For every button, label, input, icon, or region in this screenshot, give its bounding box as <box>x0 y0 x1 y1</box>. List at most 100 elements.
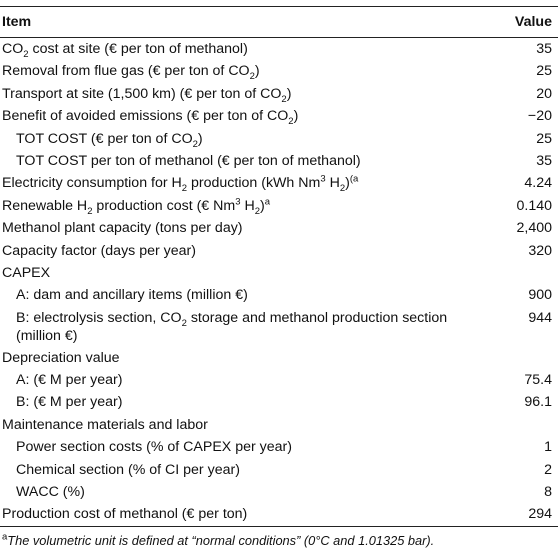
row-item-pre: Depreciation value <box>2 349 120 366</box>
row-item: TOT COST (€ per ton of CO2) <box>0 128 203 150</box>
row-item-sub: 2 <box>181 183 188 195</box>
row-item-pre: Methanol plant capacity (tons per day) <box>2 220 243 237</box>
row-item: Capacity factor (days per year) <box>0 240 196 262</box>
row-item-sub: 2 <box>281 93 287 105</box>
bottom-rule <box>0 525 558 527</box>
table-row: CAPEX <box>0 262 558 284</box>
row-item-pre: Electricity consumption for H <box>2 175 182 192</box>
row-value: 20 <box>536 85 552 102</box>
footnote-mark: a <box>2 531 8 543</box>
row-item: TOT COST per ton of methanol (€ per ton … <box>0 150 361 172</box>
row-value: 2 <box>544 461 552 478</box>
row-item: Benefit of avoided emissions (€ per ton … <box>0 105 298 127</box>
row-item-pre: Capacity factor (days per year) <box>2 242 196 259</box>
table-row: A: (€ M per year) 75.4 <box>0 369 558 391</box>
row-item-pre: TOT COST (€ per ton of CO <box>16 130 193 147</box>
row-item-mid2: H <box>240 197 255 214</box>
row-item-sup2: a <box>264 196 271 207</box>
row-item: Electricity consumption for H2 productio… <box>0 172 358 194</box>
row-item: Production cost of methanol (€ per ton) <box>0 503 247 525</box>
row-item: Transport at site (1,500 km) (€ per ton … <box>0 83 291 105</box>
row-item-pre: B: electrolysis section, CO <box>16 309 182 326</box>
row-item-pre: CO <box>2 41 24 57</box>
row-item-pre: Chemical section (% of CI per year) <box>16 461 240 478</box>
table-row: TOT COST (€ per ton of CO2) 25 <box>0 128 558 150</box>
row-item-pre: Removal from flue gas (€ per ton of CO <box>2 63 250 80</box>
row-item-pre: B: (€ M per year) <box>16 394 123 411</box>
table-row: Benefit of avoided emissions (€ per ton … <box>0 105 558 127</box>
row-value: 320 <box>528 242 552 259</box>
row-item-post: ) <box>293 108 299 125</box>
row-item-pre: Benefit of avoided emissions (€ per ton … <box>2 108 289 125</box>
row-value: 0.140 <box>516 197 552 214</box>
row-value: 294 <box>528 506 552 523</box>
header-item: Item <box>2 14 32 30</box>
table-row: B: electrolysis section, CO2 storage and… <box>0 307 558 347</box>
top-rule <box>0 6 558 7</box>
row-item: A: dam and ancillary items (million €) <box>0 284 248 306</box>
row-item-pre: CAPEX <box>2 264 51 281</box>
row-value: −20 <box>527 108 552 125</box>
row-item: CAPEX <box>0 262 50 284</box>
table-row: Capacity factor (days per year) 320 <box>0 240 558 262</box>
row-value: 8 <box>544 484 552 501</box>
row-item-pre: Maintenance materials and labor <box>2 416 208 433</box>
row-item-post: cost at site (€ per ton of methanol) <box>28 41 248 57</box>
row-item-sup: 3 <box>320 173 326 185</box>
row-item: A: (€ M per year) <box>0 369 122 391</box>
row-value: 2,400 <box>516 220 552 237</box>
row-item: Removal from flue gas (€ per ton of CO2) <box>0 60 260 82</box>
row-item-sub: 2 <box>249 71 255 83</box>
row-item-pre: Renewable H <box>2 197 88 214</box>
footnote-text: The volumetric unit is defined at “norma… <box>7 532 435 548</box>
table-row: Maintenance materials and labor <box>0 414 558 436</box>
table-row: Power section costs (% of CAPEX per year… <box>0 436 558 458</box>
row-item-sup2: (a <box>349 173 359 185</box>
row-item-sub: 2 <box>181 317 187 329</box>
row-value: 96.1 <box>524 394 552 411</box>
row-value: 35 <box>536 41 552 57</box>
row-value: 944 <box>528 309 552 326</box>
row-item: Depreciation value <box>0 347 120 369</box>
row-item-mid: production (kWh Nm <box>187 175 321 192</box>
row-item-pre: A: (€ M per year) <box>16 372 123 389</box>
row-item-post: ) <box>197 130 203 147</box>
row-value: 35 <box>536 152 552 169</box>
row-value: 75.4 <box>524 372 552 389</box>
row-item-sub: 2 <box>87 205 93 217</box>
row-value: 25 <box>536 63 552 80</box>
row-value: 1 <box>544 439 552 456</box>
row-value: 4.24 <box>524 175 552 192</box>
row-item-post: ) <box>286 85 292 102</box>
table-row: Methanol plant capacity (tons per day) 2,… <box>0 217 558 239</box>
row-item-sub: 2 <box>288 116 294 127</box>
table-row: A: dam and ancillary items (million €) 90… <box>0 284 558 306</box>
table-row: Depreciation value <box>0 347 558 369</box>
table-row: Removal from flue gas (€ per ton of CO2)… <box>0 60 558 82</box>
row-item: Power section costs (% of CAPEX per year… <box>0 436 292 458</box>
row-item: Renewable H2 production cost (€ Nm3 H2)a <box>0 195 270 217</box>
row-item-sub2: 2 <box>254 205 260 217</box>
table-row: TOT COST per ton of methanol (€ per ton … <box>0 150 558 172</box>
row-item-pre: Transport at site (1,500 km) (€ per ton … <box>2 85 282 102</box>
table-body: CO2 cost at site (€ per ton of methanol)… <box>0 38 558 526</box>
row-item-pre: Production cost of methanol (€ per ton) <box>2 506 248 523</box>
row-item-sub: 2 <box>23 48 29 60</box>
table-row: WACC (%) 8 <box>0 481 558 503</box>
table-header: Item Value <box>0 7 558 37</box>
row-item-pre: TOT COST per ton of methanol (€ per ton … <box>16 152 361 169</box>
row-item-pre: WACC (%) <box>16 484 85 501</box>
row-item-mid2: H <box>325 175 340 192</box>
row-value: 25 <box>536 130 552 147</box>
footnote: aThe volumetric unit is defined at “norm… <box>0 527 558 548</box>
table-row: CO2 cost at site (€ per ton of methanol)… <box>0 38 558 60</box>
row-item-pre: A: dam and ancillary items (million €) <box>16 287 248 304</box>
row-item-post: storage and methanol production section … <box>16 309 448 344</box>
row-item: Chemical section (% of CI per year) <box>0 459 240 481</box>
row-item-sup: 3 <box>235 196 241 207</box>
row-item: Maintenance materials and labor <box>0 414 208 436</box>
row-item: WACC (%) <box>0 481 85 503</box>
table-row: Transport at site (1,500 km) (€ per ton … <box>0 83 558 105</box>
row-item-sub: 2 <box>192 138 198 150</box>
